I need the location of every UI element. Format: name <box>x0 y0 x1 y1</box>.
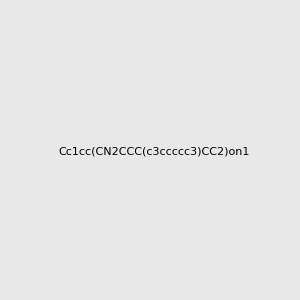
Text: Cc1cc(CN2CCC(c3ccccc3)CC2)on1: Cc1cc(CN2CCC(c3ccccc3)CC2)on1 <box>58 146 249 157</box>
